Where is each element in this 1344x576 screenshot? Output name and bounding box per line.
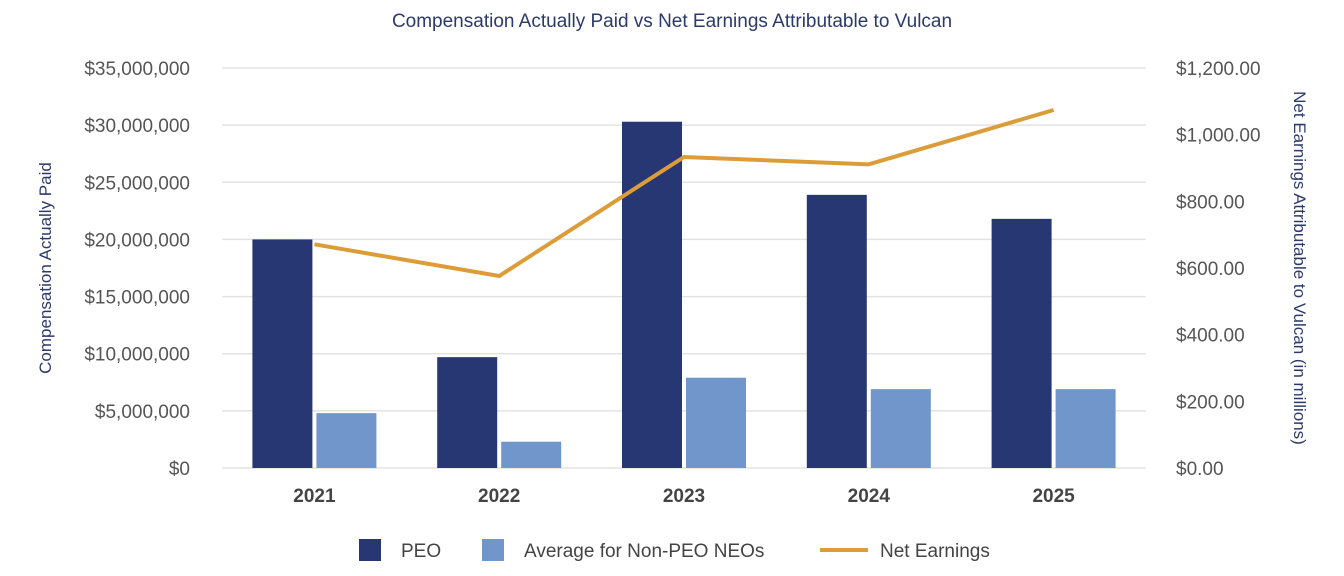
x-axis-ticks: 2021 2022 2023 2024 2025 bbox=[293, 486, 1075, 507]
left-tick-label: $5,000,000 bbox=[95, 402, 190, 423]
right-axis-ticks: $0.00 $200.00 $400.00 $600.00 $800.00 $1,000.… bbox=[1176, 59, 1261, 480]
left-axis-title: Compensation Actually Paid bbox=[36, 162, 55, 374]
left-tick-label: $25,000,000 bbox=[84, 173, 190, 194]
bar-peo-2024 bbox=[806, 194, 867, 468]
net-earnings-line-group bbox=[314, 108, 1055, 279]
right-tick-label: $1,200.00 bbox=[1176, 59, 1261, 80]
bar-average-for-non-peo-neos-2024 bbox=[870, 389, 931, 468]
x-tick-label: 2022 bbox=[478, 486, 520, 507]
legend-swatch bbox=[359, 539, 381, 561]
right-tick-label: $800.00 bbox=[1176, 192, 1245, 213]
x-tick-label: 2023 bbox=[663, 486, 705, 507]
bar-peo-2023 bbox=[622, 121, 682, 468]
chart-title: Compensation Actually Paid vs Net Earnin… bbox=[392, 11, 952, 32]
net-earnings-line bbox=[314, 108, 1055, 279]
bar-average-for-non-peo-neos-2022 bbox=[501, 441, 562, 468]
bar-average-for-non-peo-neos-2023 bbox=[686, 377, 746, 468]
legend-label: PEO bbox=[401, 541, 441, 562]
x-tick-label: 2025 bbox=[1032, 486, 1075, 507]
legend-swatch bbox=[482, 539, 504, 561]
legend-label: Average for Non-PEO NEOs bbox=[524, 541, 764, 562]
left-tick-label: $35,000,000 bbox=[84, 59, 190, 80]
right-tick-label: $200.00 bbox=[1176, 392, 1245, 413]
legend: PEO Average for Non-PEO NEOs Net Earnings bbox=[359, 539, 990, 562]
right-tick-label: $600.00 bbox=[1176, 259, 1245, 280]
bar-average-for-non-peo-neos-2025 bbox=[1055, 389, 1116, 468]
left-tick-label: $20,000,000 bbox=[84, 230, 190, 251]
gridlines bbox=[222, 67, 1146, 469]
left-axis-ticks: $0 $5,000,000 $10,000,000 $15,000,000 $20,00… bbox=[84, 59, 190, 480]
left-tick-label: $15,000,000 bbox=[84, 288, 190, 309]
left-tick-label: $10,000,000 bbox=[84, 345, 190, 366]
left-tick-label: $0 bbox=[169, 459, 190, 480]
legend-label: Net Earnings bbox=[880, 541, 990, 562]
bar-average-for-non-peo-neos-2021 bbox=[316, 413, 377, 468]
right-tick-label: $1,000.00 bbox=[1176, 126, 1261, 147]
bar-peo-2025 bbox=[991, 218, 1052, 468]
right-tick-label: $0.00 bbox=[1176, 459, 1224, 480]
right-tick-label: $400.00 bbox=[1176, 326, 1245, 347]
bar-peo-2021 bbox=[252, 239, 313, 468]
bar-peo-2022 bbox=[437, 357, 498, 468]
x-tick-label: 2024 bbox=[848, 486, 891, 507]
left-tick-label: $30,000,000 bbox=[84, 116, 190, 137]
right-axis-title: Net Earnings Attributable to Vulcan (in … bbox=[1290, 91, 1309, 445]
bars bbox=[252, 121, 1116, 468]
x-tick-label: 2021 bbox=[293, 486, 336, 507]
